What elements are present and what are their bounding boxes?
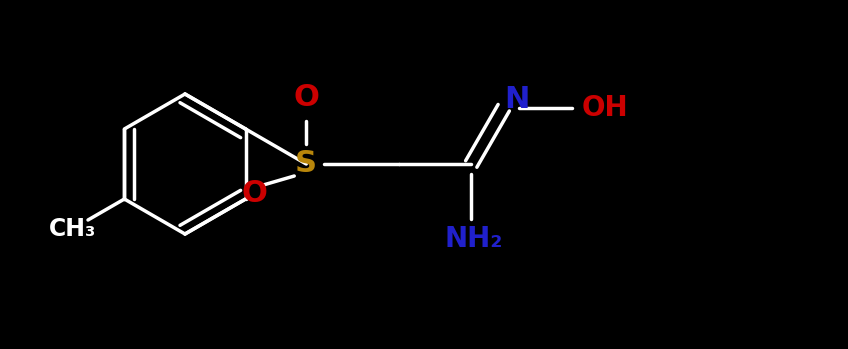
- Text: N: N: [504, 85, 529, 114]
- Text: CH₃: CH₃: [49, 217, 96, 241]
- Text: O: O: [242, 179, 267, 208]
- Text: NH₂: NH₂: [444, 225, 502, 253]
- Text: O: O: [293, 83, 319, 112]
- Text: S: S: [295, 149, 317, 178]
- Text: OH: OH: [582, 94, 628, 122]
